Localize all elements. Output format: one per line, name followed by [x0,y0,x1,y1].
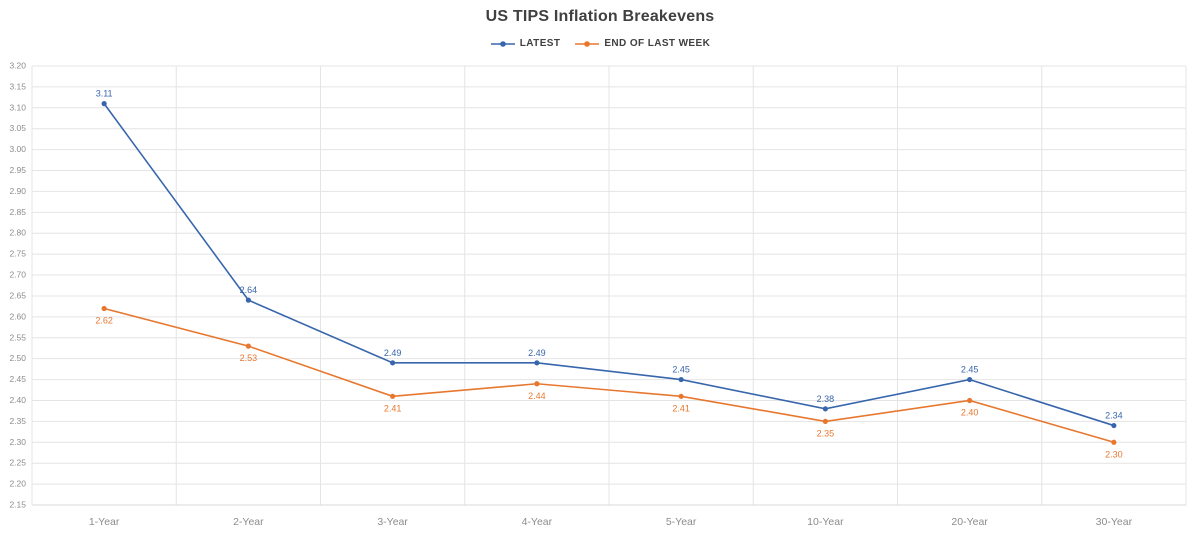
y-tick-label: 2.45 [9,374,26,384]
data-point [822,406,828,412]
data-label: 2.41 [384,403,402,413]
data-label: 2.64 [240,285,258,295]
legend-item-latest[interactable]: LATEST [490,38,561,49]
x-tick-label: 30-Year [1096,516,1133,528]
x-tick-label: 4-Year [522,516,553,528]
x-tick-label: 5-Year [666,516,697,528]
y-tick-label: 2.25 [9,458,26,468]
y-tick-label: 2.15 [9,500,26,510]
line-dot-marker-icon [575,40,600,47]
data-point [390,360,396,366]
x-tick-label: 10-Year [807,516,844,528]
data-point [822,418,828,424]
legend-item-end-of-last-week[interactable]: END OF LAST WEEK [574,38,710,49]
data-point [967,397,973,404]
y-tick-label: 3.15 [9,81,26,91]
data-point [1111,439,1117,445]
x-tick-label: 2-Year [233,516,264,528]
data-point [101,305,107,312]
data-label: 2.44 [528,391,546,401]
data-point [245,297,251,303]
y-tick-label: 2.60 [9,311,26,321]
data-point [390,393,396,399]
chart-title: US TIPS Inflation Breakevens [485,8,715,25]
y-tick-label: 3.00 [9,144,26,154]
data-label: 3.11 [96,89,113,99]
series-line [103,103,1115,427]
data-label: 2.35 [817,428,835,438]
x-tick-label: 3-Year [377,516,408,528]
y-tick-label: 2.70 [9,270,26,280]
data-label: 2.62 [95,315,113,325]
legend-label-end-of-last-week: END OF LAST WEEK [604,38,711,49]
y-tick-label: 2.35 [9,416,26,426]
data-label: 2.53 [240,353,258,363]
data-label: 2.49 [384,348,402,358]
y-tick-label: 3.05 [9,123,26,133]
legend-label-latest: LATEST [519,38,561,49]
data-point [967,376,973,383]
data-label: 2.45 [672,365,690,375]
x-tick-label: 20-Year [951,516,988,528]
y-tick-label: 2.95 [9,165,26,175]
data-point [1111,422,1117,429]
data-label: 2.38 [817,394,835,404]
y-tick-label: 2.90 [9,186,26,196]
data-label: 2.34 [1105,411,1123,421]
x-tick-label: 1-Year [89,516,120,528]
y-tick-label: 2.75 [9,249,26,259]
y-tick-label: 2.50 [9,353,26,363]
y-tick-label: 3.20 [9,61,26,71]
y-tick-label: 2.65 [9,290,26,300]
data-label: 2.49 [528,348,546,358]
y-tick-label: 2.80 [9,228,26,238]
data-point [245,343,251,349]
data-label: 2.41 [672,403,690,413]
line-dot-marker-icon [490,40,515,47]
data-point [534,381,540,387]
chart-legend: LATEST END OF LAST WEEK [0,38,1200,49]
data-point [678,376,684,383]
data-point [534,360,540,366]
data-label: 2.40 [961,407,979,417]
y-tick-label: 2.85 [9,207,26,217]
data-label: 2.30 [1105,449,1123,459]
y-tick-label: 2.40 [9,395,26,405]
data-label: 2.45 [961,365,979,375]
y-tick-label: 2.30 [9,437,26,447]
y-tick-label: 3.10 [9,102,26,112]
series-line [103,307,1115,444]
y-tick-label: 2.20 [9,479,26,489]
data-point [678,393,684,399]
data-point [101,101,107,107]
y-tick-label: 2.55 [9,332,26,342]
